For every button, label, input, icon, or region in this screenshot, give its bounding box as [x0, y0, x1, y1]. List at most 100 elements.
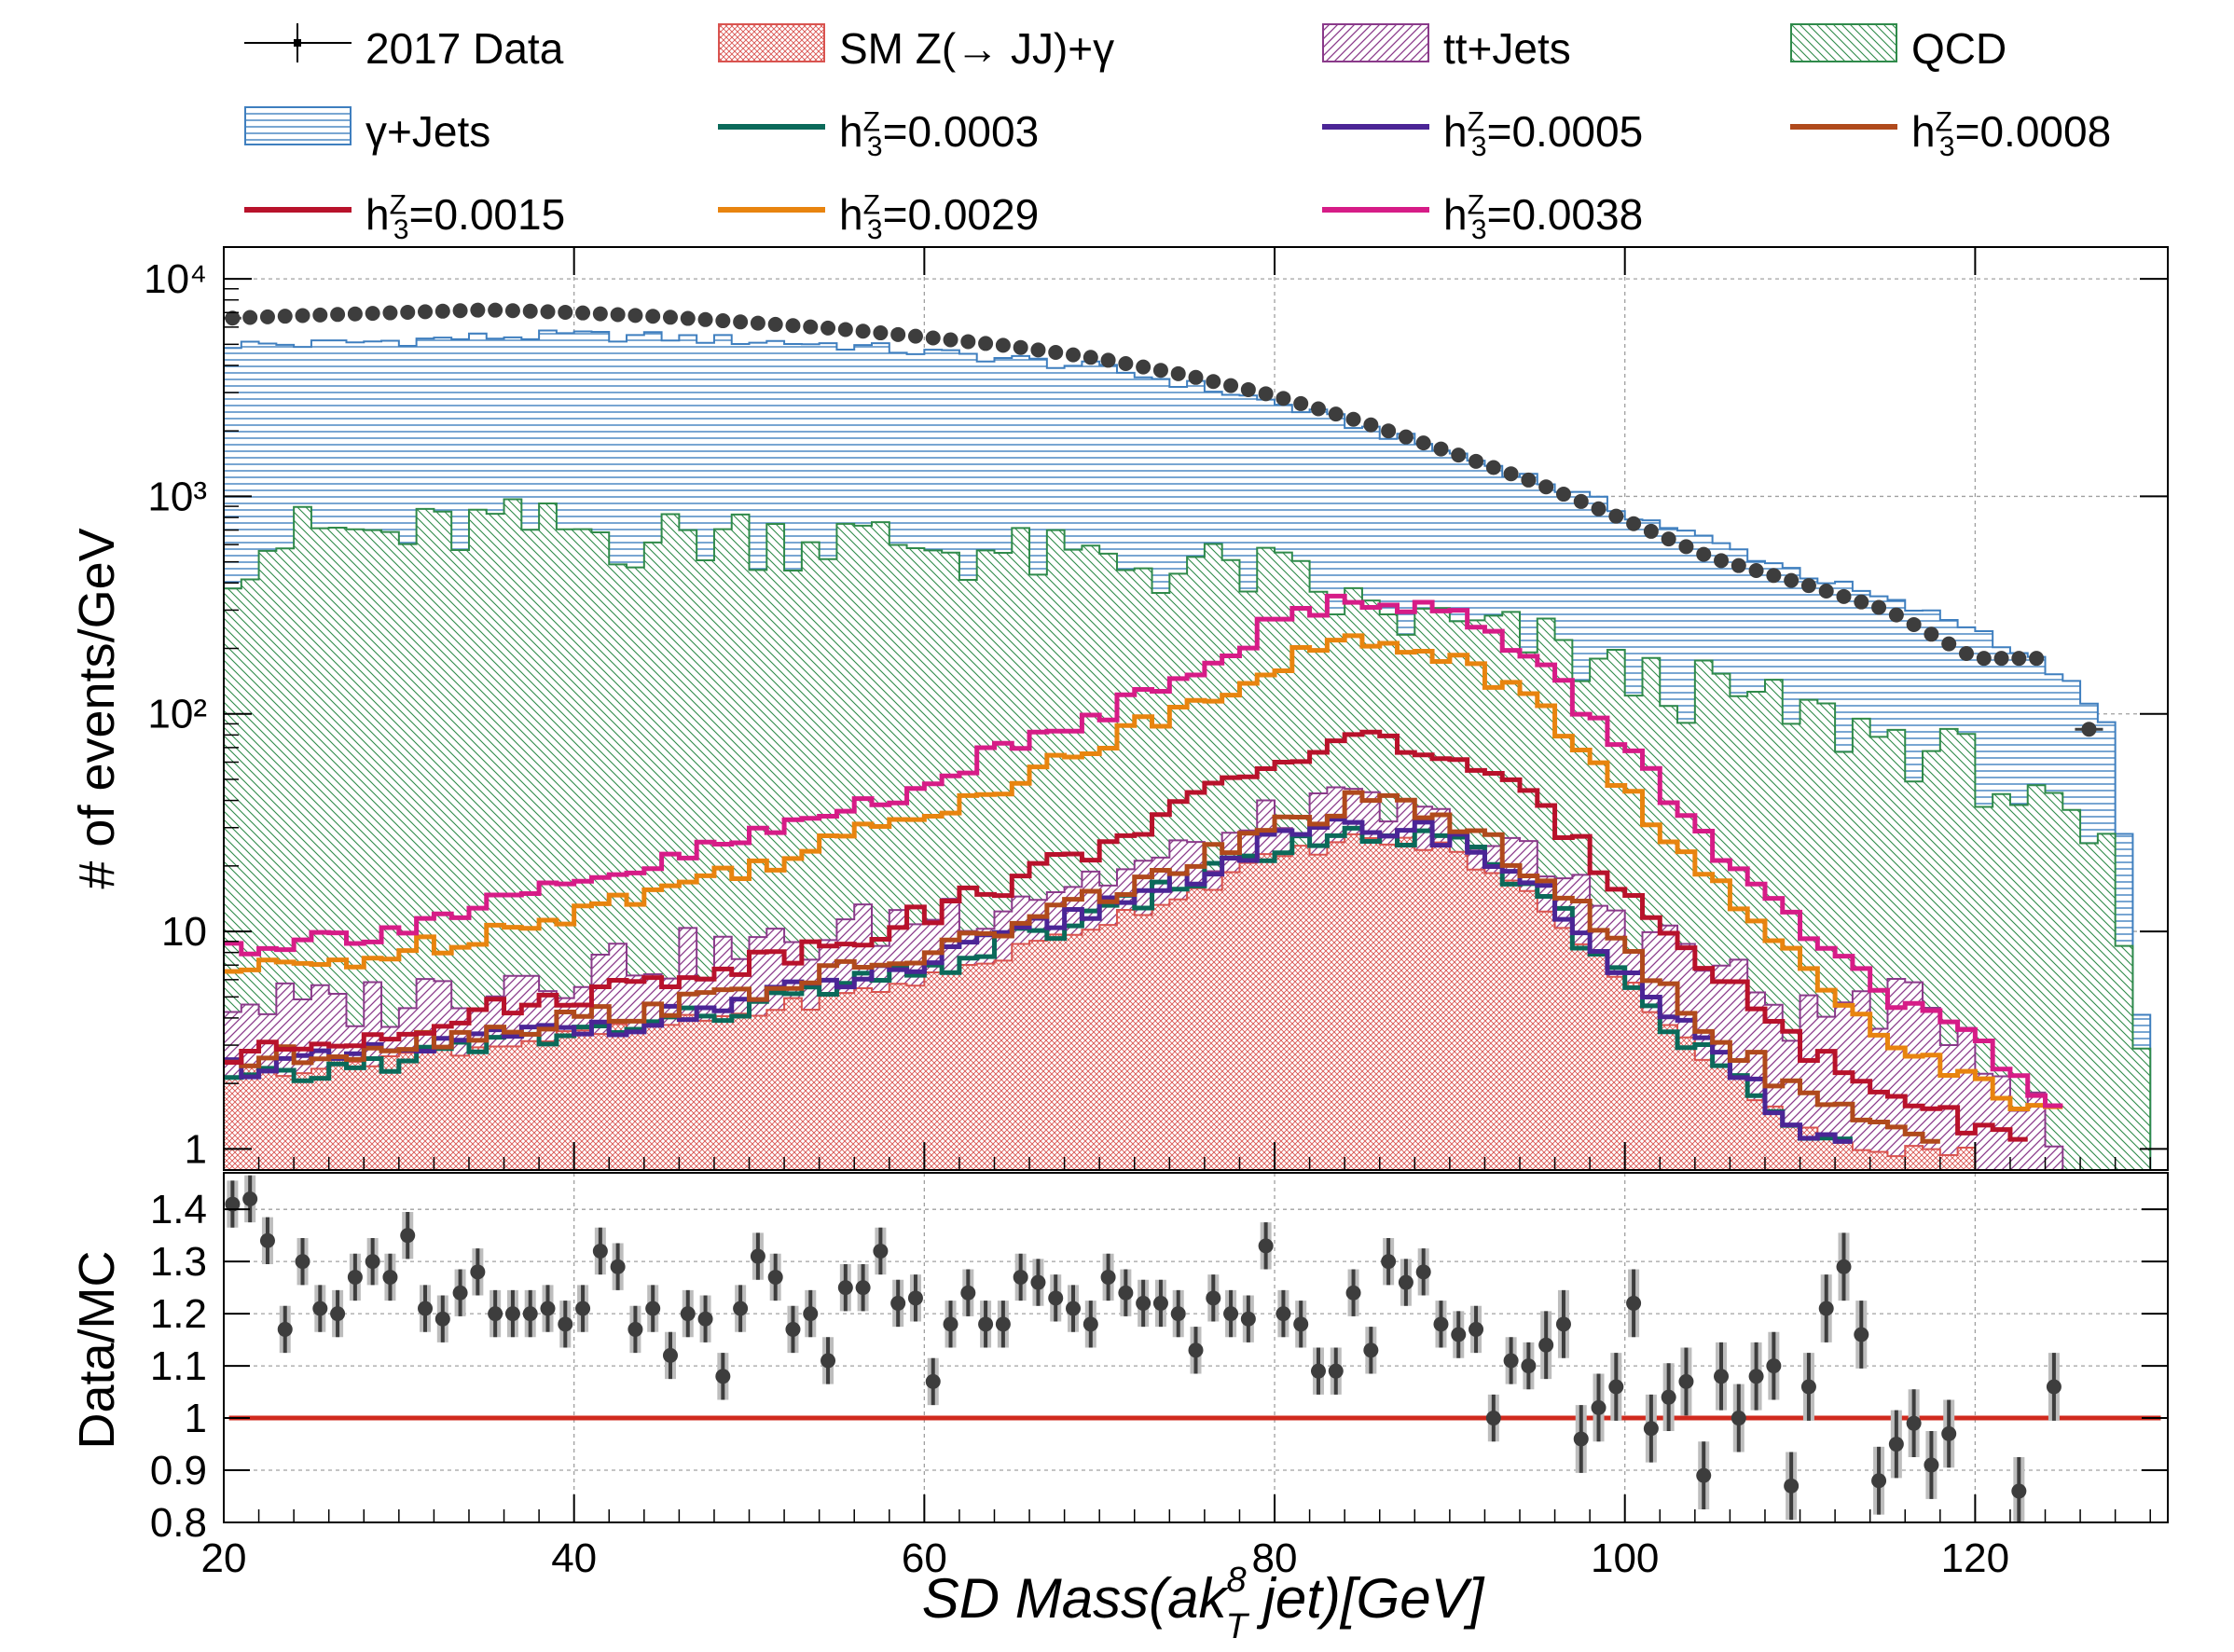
ratio-point	[697, 1311, 713, 1327]
x-tick-label: 80	[1252, 1535, 1298, 1581]
data-point	[312, 307, 328, 323]
ratio-point	[1363, 1342, 1379, 1358]
x-tick-label: 20	[201, 1535, 247, 1581]
y-tick-label: 10	[161, 909, 207, 955]
data-point	[1800, 578, 1816, 594]
legend-entry-h3-0005: hZ3=0.0005	[1322, 97, 1770, 162]
ratio-point	[925, 1373, 941, 1389]
main-y-axis-title: # of events/GeV	[69, 528, 125, 888]
ratio-point	[1485, 1411, 1501, 1426]
ratio-point	[943, 1316, 958, 1332]
x-tick-label: 100	[1591, 1535, 1659, 1581]
ratio-point	[504, 1306, 520, 1322]
data-point	[1048, 344, 1064, 360]
ratio-point	[1240, 1311, 1256, 1327]
ratio-point	[821, 1353, 836, 1369]
ratio-point	[978, 1316, 994, 1332]
ratio-point	[1206, 1290, 1221, 1306]
stacked-backgrounds	[223, 329, 2152, 1171]
ratio-point	[1714, 1369, 1730, 1384]
ratio-point	[890, 1295, 906, 1311]
ratio-point	[1573, 1431, 1589, 1447]
ratio-point	[558, 1316, 573, 1332]
ratio-point	[837, 1280, 853, 1296]
ratio-point	[1888, 1437, 1904, 1452]
data-points	[224, 302, 2103, 737]
data-point	[1381, 423, 1397, 439]
data-point	[1118, 356, 1134, 372]
data-point	[540, 304, 556, 320]
ratio-point	[347, 1269, 363, 1285]
ratio-point	[1906, 1415, 1922, 1431]
y-tick-label: 10²	[147, 692, 207, 737]
ratio-point	[592, 1243, 608, 1259]
data-point	[697, 311, 713, 327]
ratio-point	[907, 1290, 923, 1306]
ratio-point	[1170, 1306, 1186, 1322]
data-point	[907, 328, 923, 344]
ratio-point	[295, 1254, 310, 1270]
qcd-fill-swatch	[1790, 23, 1897, 62]
data-point	[821, 320, 836, 336]
signal-lines	[224, 593, 2063, 1144]
ratio-point	[1608, 1379, 1624, 1395]
ratio-y-ticks: 1.4 1.3 1.2 1.1 1 0.9 0.8	[150, 1187, 2168, 1546]
data-point	[1976, 651, 1992, 667]
data-point	[978, 336, 994, 351]
data-point	[750, 315, 765, 331]
data-point	[365, 306, 380, 322]
ratio-point	[750, 1248, 765, 1264]
data-point	[1503, 466, 1519, 482]
ratio-point	[277, 1321, 293, 1337]
data-point	[488, 302, 503, 318]
legend-entry-data: 2017 Data	[244, 14, 636, 73]
ratio-point	[365, 1254, 380, 1270]
data-point	[925, 330, 941, 346]
data-marker-icon	[244, 23, 352, 62]
ratio-point	[259, 1232, 275, 1248]
data-point	[1626, 516, 1642, 531]
signal-line	[224, 593, 2063, 1108]
legend-label-gjets: γ+Jets	[365, 107, 491, 156]
ratio-point	[995, 1316, 1011, 1332]
ratio-point	[1555, 1316, 1571, 1332]
data-point	[803, 319, 819, 335]
data-point	[960, 334, 976, 350]
data-point	[259, 309, 275, 324]
ratio-point	[1276, 1306, 1291, 1322]
data-point	[1451, 447, 1467, 463]
ratio-point	[1643, 1421, 1659, 1437]
ratio-point	[1066, 1301, 1082, 1316]
ratio-point	[452, 1285, 468, 1301]
y-tick-label: 1.2	[150, 1291, 207, 1337]
ratio-point	[1748, 1369, 1764, 1384]
data-point	[1836, 588, 1852, 604]
x-axis-title: SD Mass(ak8 T jet)[GeV]	[922, 1561, 1485, 1646]
y-tick-label: 0.9	[150, 1448, 207, 1494]
legend-entry-qcd: QCD	[1790, 14, 2163, 73]
data-point	[1083, 350, 1098, 365]
data-point	[1941, 636, 1957, 652]
y-tick-label: 1.3	[150, 1239, 207, 1285]
ratio-point	[627, 1321, 643, 1337]
h3-0003-line-swatch	[718, 124, 825, 130]
h3-0029-line-swatch	[718, 207, 825, 213]
legend-label-sm: SM Z(→ JJ)+γ	[839, 24, 1115, 73]
data-point	[1293, 395, 1309, 411]
data-point	[418, 304, 434, 320]
data-point	[1748, 562, 1764, 578]
data-point	[382, 305, 398, 321]
legend-label-h3-0005: hZ3=0.0005	[1443, 106, 1644, 163]
legend-entry-h3-0038: hZ3=0.0038	[1322, 180, 1770, 245]
main-plot-panel: 10⁴ 10³ 10² 10 1	[144, 246, 2169, 1172]
ratio-point	[1258, 1238, 1274, 1254]
ratio-point	[1784, 1478, 1800, 1494]
ratio-point	[1871, 1473, 1887, 1489]
ratio-point	[434, 1311, 450, 1327]
tt-fill-swatch	[1322, 23, 1429, 62]
data-point	[1818, 584, 1834, 599]
ratio-point	[1836, 1259, 1852, 1274]
data-point	[1591, 501, 1607, 516]
data-point	[1731, 558, 1746, 573]
